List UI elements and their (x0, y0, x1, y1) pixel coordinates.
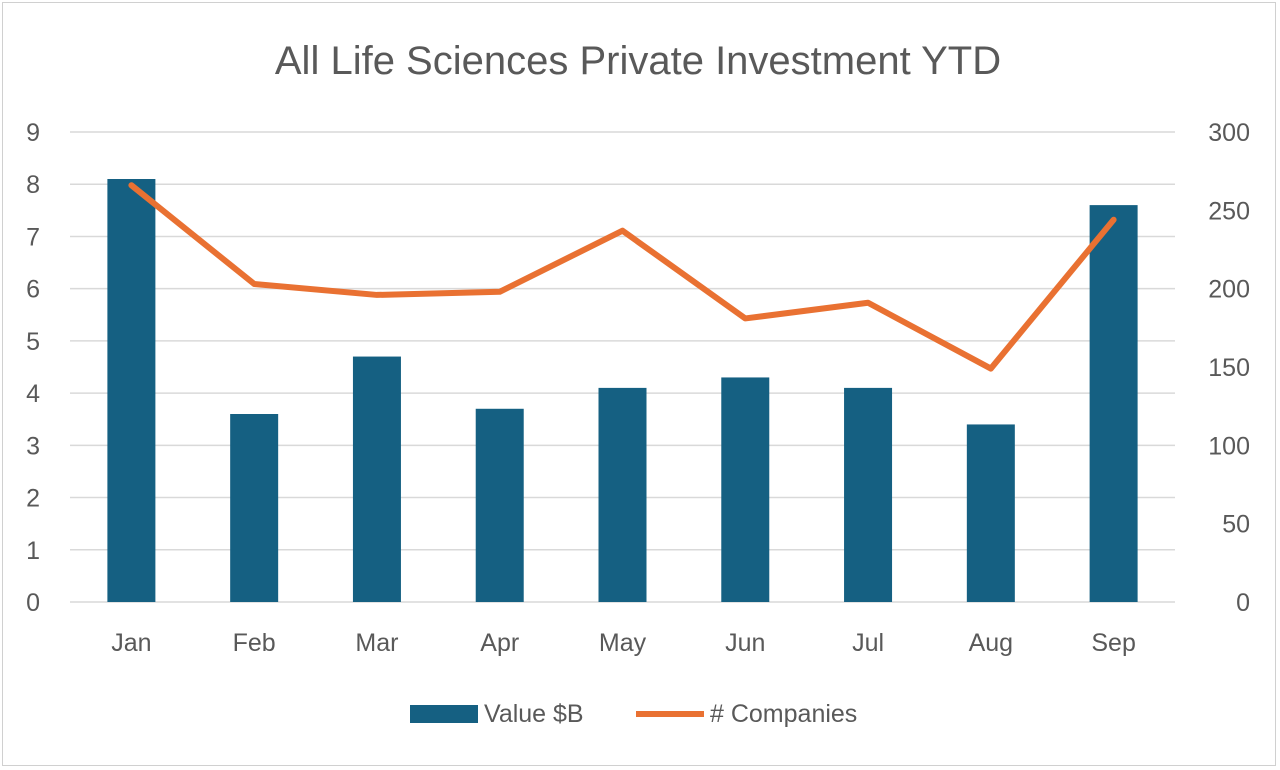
y-left-tick-label: 7 (26, 223, 40, 251)
bar (475, 408, 524, 602)
legend-swatch-value (410, 705, 478, 723)
x-tick-label: Jul (852, 629, 884, 657)
y-left-tick-label: 2 (26, 485, 40, 513)
y-left-tick-label: 0 (26, 589, 40, 617)
bar (598, 387, 647, 602)
y-right-tick-label: 300 (1208, 119, 1250, 147)
x-tick-label: Jun (725, 629, 765, 657)
legend-label-companies: # Companies (710, 700, 857, 728)
x-tick-label: May (599, 629, 647, 657)
y-left-tick-label: 6 (26, 276, 40, 304)
bar (230, 414, 279, 602)
y-right-tick-label: 200 (1208, 276, 1250, 304)
x-tick-label: Sep (1091, 629, 1135, 657)
legend: Value $B # Companies (410, 700, 857, 728)
bar (352, 356, 401, 602)
y-right-tick-label: 150 (1208, 354, 1250, 382)
x-tick-label: Mar (355, 629, 398, 657)
x-tick-label: Apr (480, 629, 519, 657)
y-right-tick-label: 250 (1208, 197, 1250, 225)
legend-label-value: Value $B (484, 700, 584, 728)
y-right-tick-label: 100 (1208, 432, 1250, 460)
y-left-tick-label: 5 (26, 328, 40, 356)
y-left-tick-label: 3 (26, 432, 40, 460)
y-right-tick-label: 0 (1236, 589, 1250, 617)
y-right-tick-label: 50 (1222, 511, 1250, 539)
y-left-tick-label: 8 (26, 171, 40, 199)
bar (1089, 205, 1138, 602)
y-left-tick-label: 1 (26, 537, 40, 565)
bar (844, 387, 893, 602)
y-left-tick-label: 4 (26, 380, 40, 408)
x-tick-label: Feb (233, 629, 276, 657)
y-left-tick-label: 9 (26, 119, 40, 147)
bar (721, 377, 770, 602)
bar (966, 424, 1015, 602)
bar (107, 179, 156, 602)
x-tick-label: Jan (111, 629, 151, 657)
x-tick-label: Aug (969, 629, 1013, 657)
chart-title: All Life Sciences Private Investment YTD (275, 39, 1001, 83)
